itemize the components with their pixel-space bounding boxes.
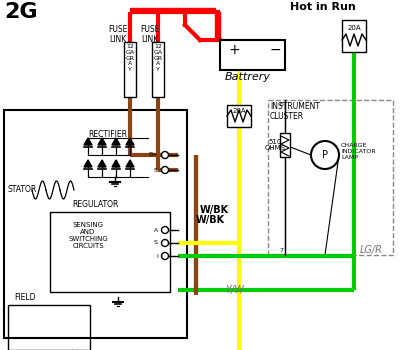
Polygon shape xyxy=(84,160,92,167)
Text: INSTRUMENT
CLUSTER: INSTRUMENT CLUSTER xyxy=(270,102,320,121)
Bar xyxy=(280,133,290,157)
Text: 510
OHMS: 510 OHMS xyxy=(265,139,286,152)
Text: −: − xyxy=(270,43,282,57)
Polygon shape xyxy=(112,160,120,167)
Text: CHARGE
INDICATOR
LAMP: CHARGE INDICATOR LAMP xyxy=(341,143,376,160)
Bar xyxy=(220,40,285,70)
Circle shape xyxy=(162,167,168,174)
Text: S: S xyxy=(154,240,158,245)
Polygon shape xyxy=(84,138,92,145)
Text: STATOR: STATOR xyxy=(7,186,36,195)
Bar xyxy=(268,100,393,255)
Bar xyxy=(124,42,136,97)
Text: 20A: 20A xyxy=(347,25,361,31)
Text: FUSE
LINK: FUSE LINK xyxy=(140,25,160,44)
Text: FIELD: FIELD xyxy=(14,293,36,302)
Bar xyxy=(4,110,187,338)
Bar xyxy=(152,42,164,97)
Text: FUSE
LINK: FUSE LINK xyxy=(108,25,128,44)
Circle shape xyxy=(162,152,168,159)
Text: S: S xyxy=(154,168,158,173)
Polygon shape xyxy=(98,160,106,167)
Bar xyxy=(342,20,366,52)
Text: 12
GA
GR
A
Y: 12 GA GR A Y xyxy=(154,44,162,72)
Bar xyxy=(227,105,251,127)
Text: P: P xyxy=(322,150,328,160)
Text: 6: 6 xyxy=(279,102,283,107)
Text: 12
GA
GR
A
Y: 12 GA GR A Y xyxy=(126,44,134,72)
Bar xyxy=(50,212,170,292)
Text: B+: B+ xyxy=(148,153,158,158)
Polygon shape xyxy=(126,160,134,167)
Text: 7: 7 xyxy=(279,248,283,253)
Text: Hot in Run: Hot in Run xyxy=(290,2,356,12)
Text: W/BK: W/BK xyxy=(200,205,229,215)
Text: W/BK: W/BK xyxy=(196,215,225,225)
Polygon shape xyxy=(98,138,106,145)
Circle shape xyxy=(311,141,339,169)
Text: I: I xyxy=(156,253,158,259)
Circle shape xyxy=(162,252,168,259)
Circle shape xyxy=(162,226,168,233)
Text: Battrery: Battrery xyxy=(225,72,271,82)
Text: SENSING
AND
SWITCHING
CIRCUITS: SENSING AND SWITCHING CIRCUITS xyxy=(68,222,108,249)
Polygon shape xyxy=(126,138,134,145)
Text: LG/R: LG/R xyxy=(360,245,383,255)
Text: A: A xyxy=(154,228,158,232)
Polygon shape xyxy=(130,8,220,40)
Circle shape xyxy=(162,239,168,246)
Text: Y/W: Y/W xyxy=(225,285,244,295)
Bar xyxy=(8,305,90,350)
Text: +: + xyxy=(228,43,240,57)
Text: 20A: 20A xyxy=(232,108,246,114)
Text: RECTIFIER: RECTIFIER xyxy=(88,130,128,139)
Polygon shape xyxy=(112,138,120,145)
Text: 2G: 2G xyxy=(4,2,38,22)
Text: REGULATOR: REGULATOR xyxy=(72,200,118,209)
